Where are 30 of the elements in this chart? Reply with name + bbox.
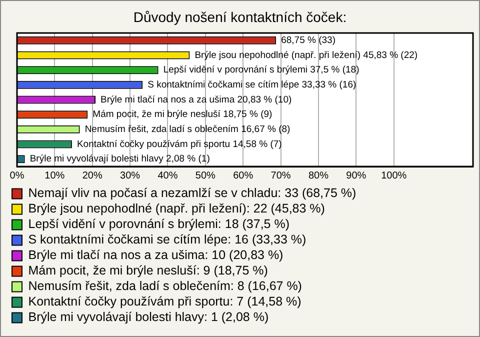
legend-label: Brýle jsou nepohodlné (např. při ležení): 22 (45,83 %) [28,202,325,216]
x-tick-label: 40% [158,170,178,182]
x-tick-label: 50% [195,170,216,182]
legend-label: Brýle mi tlačí na nos a za ušima: 10 (20,83 %) [28,248,284,262]
legend-label: Lepší vidění v porovnání s brýlemi: 18 (37,5 %) [28,217,290,232]
data-label: S kontaktními čočkami se cítím lépe 33,33 % (16) [148,80,356,91]
x-tick-label: 80% [308,170,329,182]
legend-label: Kontaktní čočky používám při sportu: 7 (14,58 %) [28,294,302,309]
x-tick-label: 90% [346,170,366,182]
data-label: 68,75 % (33) [281,35,336,46]
chart-title: Důvody nošení kontaktních čoček: [132,8,348,27]
data-label: Lepší vidění v porovnání s brýlemi 37,5 % (18) [163,64,360,76]
x-tick-label: 0% [10,170,24,182]
legend-label: S kontaktními čočkami se cítím lépe: 16 (33,33 %) [28,232,306,247]
x-tick-label: 60% [233,170,254,182]
legend-label: Brýle mi vyvolávají bolesti hlavy: 1 (2,08 %) [28,310,269,324]
data-label: Brýle mi vyvolávají bolesti hlavy 2,08 % (1) [30,154,210,165]
legend-label: Nemají vliv na počasí a nezamlží se v chladu: 33 (68,75 %) [28,186,356,200]
data-label: Brýle jsou nepohodlné (např. při ležení) 45,83 % (22) [194,50,418,61]
x-tick-label: 30% [120,170,140,182]
data-label: Brýle mi tlačí na nos a za ušima 20,83 % (10) [100,94,292,106]
x-tick-label: 100% [381,170,407,182]
x-tick-label: 70% [270,170,291,182]
data-label: Kontaktní čočky používám při sportu 14,58 % (7) [76,138,282,150]
x-tick-label: 20% [82,170,102,182]
data-label: Mám pocit, že mi brýle nesluší 18,75 % (9) [92,109,272,120]
legend-label: Mám pocit, že mi brýle nesluší: 9 (18,75 %) [28,264,268,278]
x-tick-label: 10% [44,170,65,182]
data-label: Nemusím řešit, zda ladí s oblečením 16,67 % (8) [84,124,290,136]
legend-label: Nemusím řešit, zda ladí s oblečením: 8 (16,67 %) [28,279,302,294]
